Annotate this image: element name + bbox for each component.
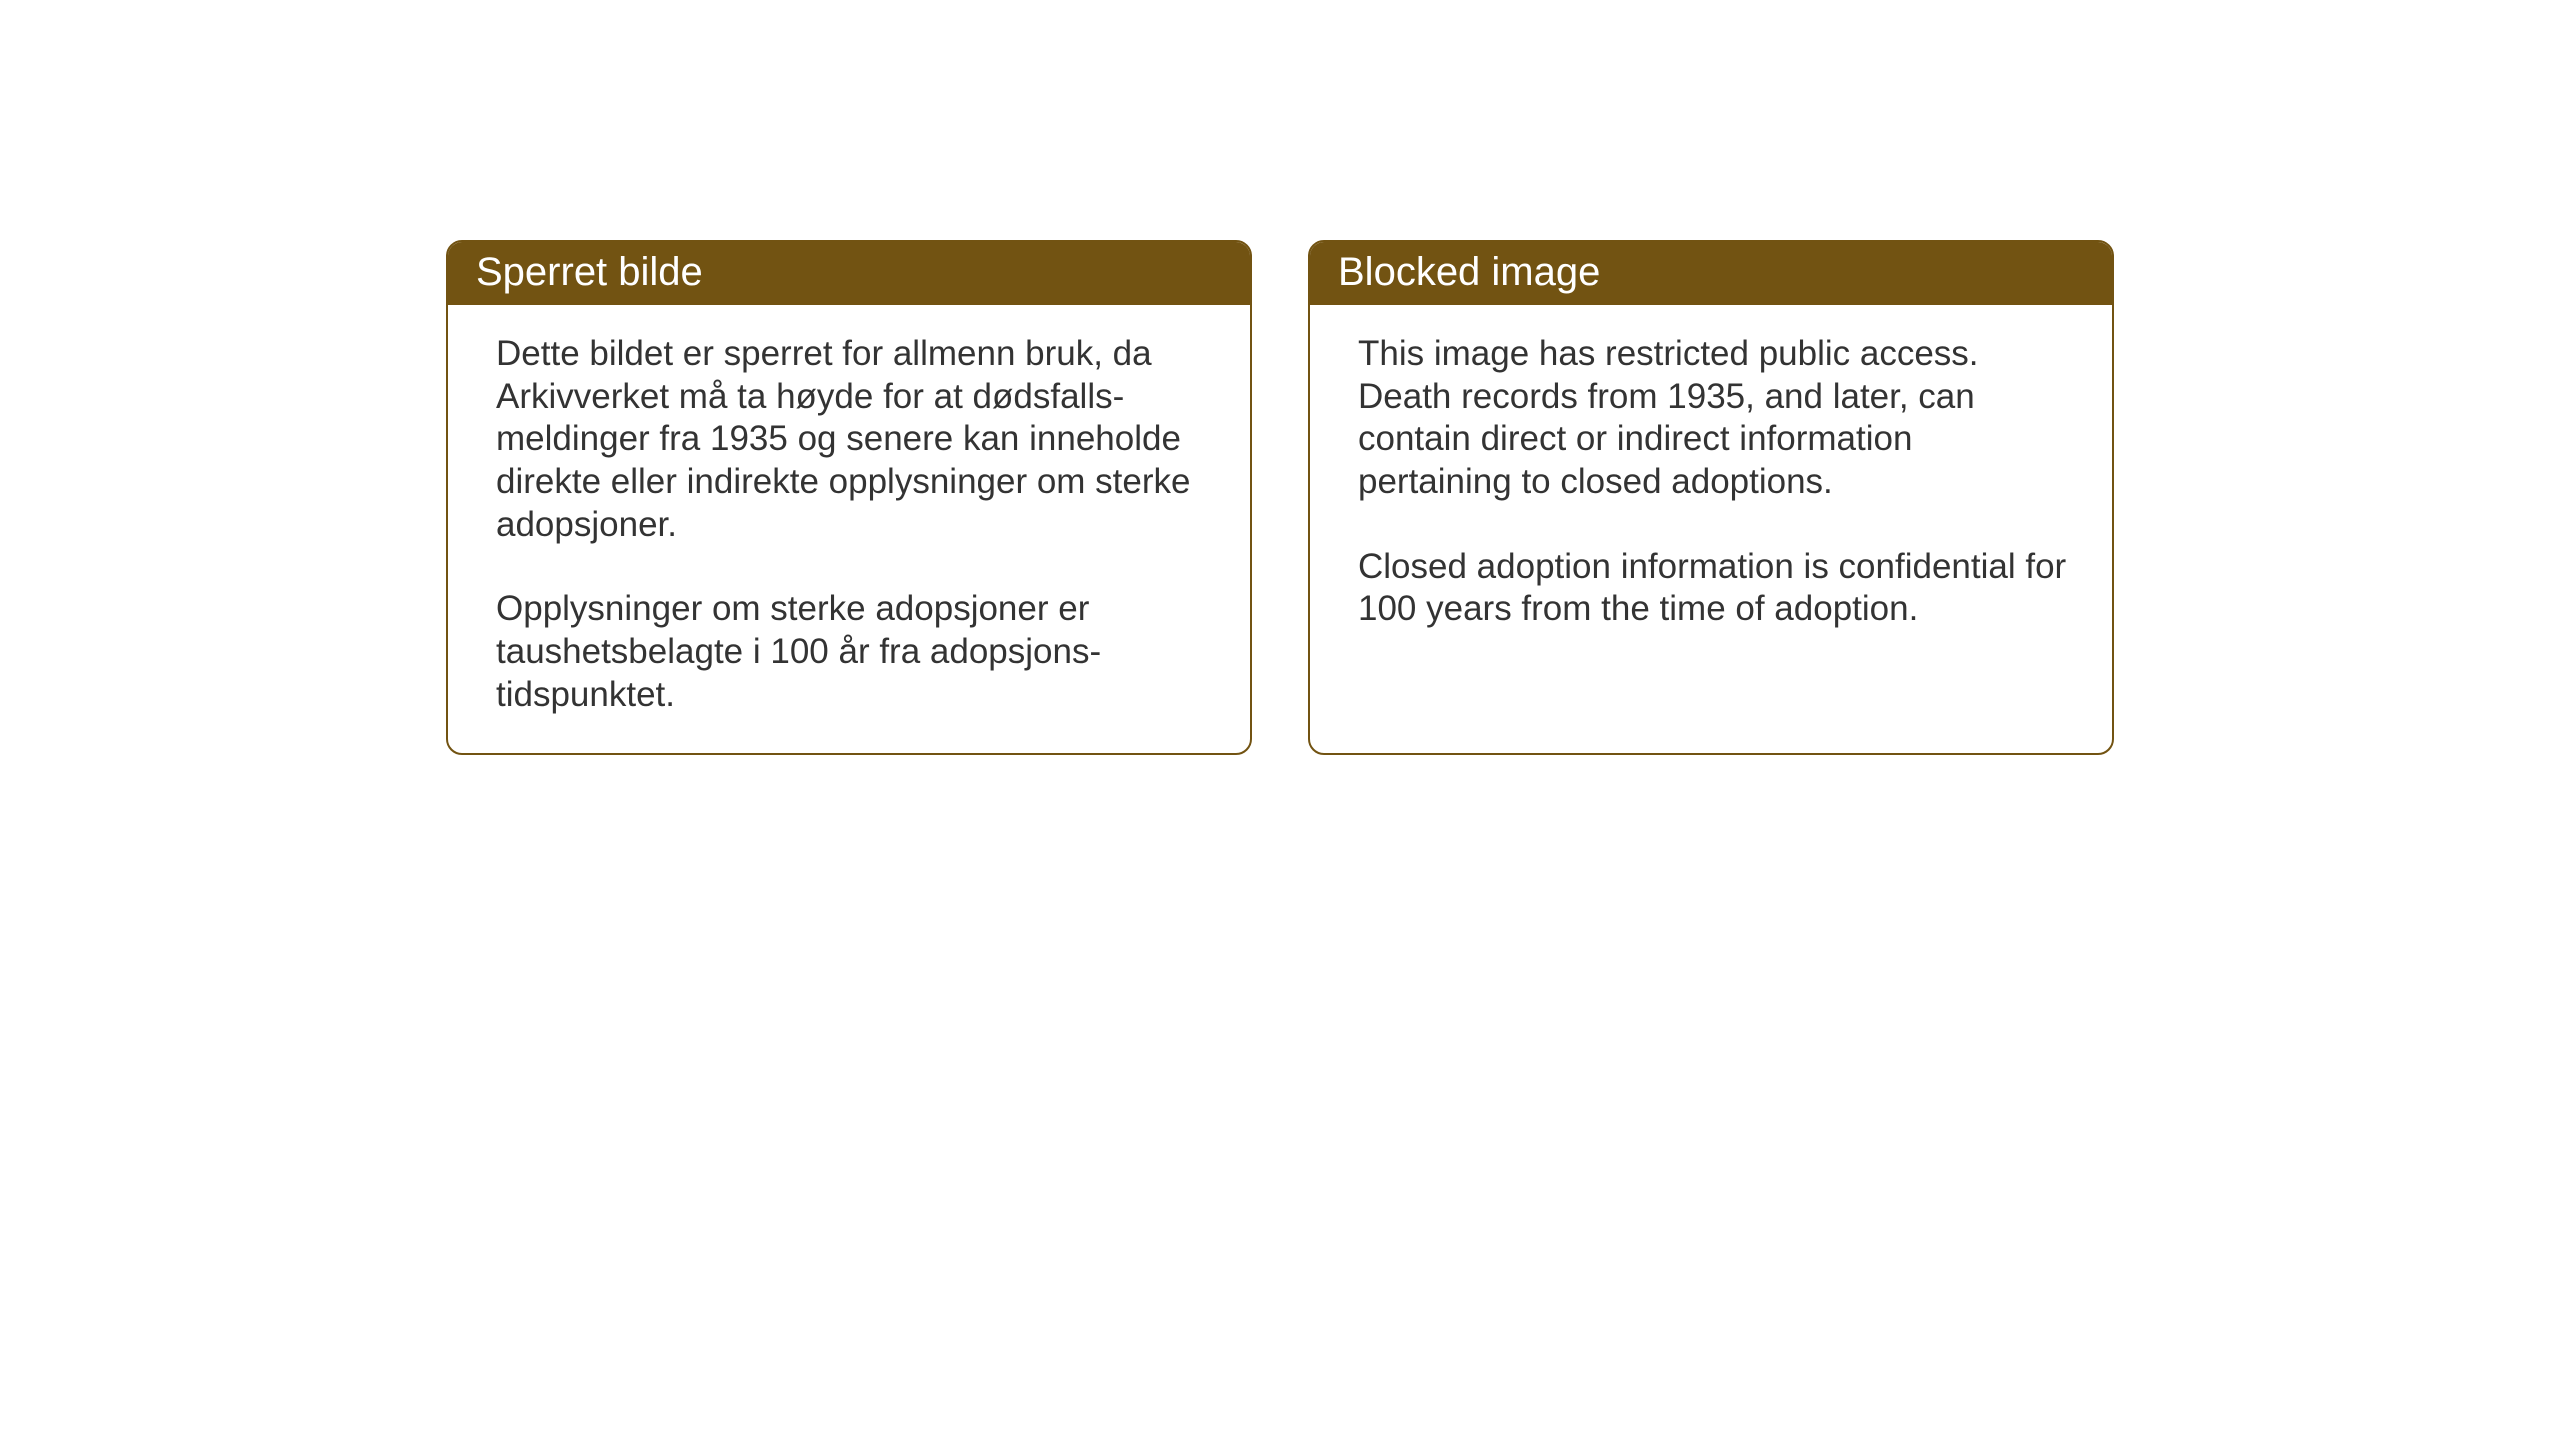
card-paragraph: Opplysninger om sterke adopsjoner er tau… [496,588,1206,716]
card-header-english: Blocked image [1310,242,2112,305]
card-paragraph: Closed adoption information is confident… [1358,546,2068,631]
notice-card-norwegian: Sperret bilde Dette bildet er sperret fo… [446,240,1252,755]
notice-card-english: Blocked image This image has restricted … [1308,240,2114,755]
card-body-english: This image has restricted public access.… [1310,305,2112,667]
card-header-norwegian: Sperret bilde [448,242,1250,305]
card-paragraph: This image has restricted public access.… [1358,333,2068,504]
card-paragraph: Dette bildet er sperret for allmenn bruk… [496,333,1206,546]
card-body-norwegian: Dette bildet er sperret for allmenn bruk… [448,305,1250,753]
notice-container: Sperret bilde Dette bildet er sperret fo… [446,240,2560,755]
